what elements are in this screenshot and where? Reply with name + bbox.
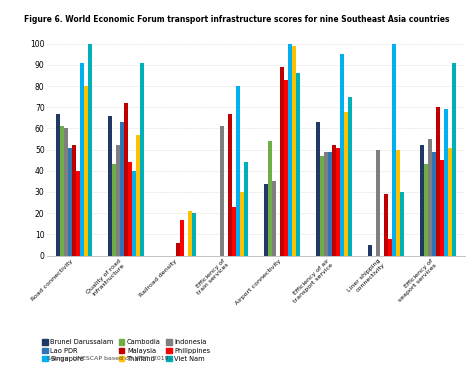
Bar bbox=[336, 147, 340, 256]
Bar bbox=[376, 150, 380, 255]
Bar bbox=[396, 150, 400, 255]
Bar bbox=[245, 162, 248, 256]
Bar bbox=[128, 162, 132, 256]
Bar bbox=[440, 160, 444, 256]
Bar bbox=[176, 243, 180, 256]
Bar bbox=[284, 80, 288, 256]
Bar bbox=[192, 213, 196, 256]
Bar bbox=[324, 152, 328, 256]
Bar bbox=[264, 184, 267, 256]
Bar bbox=[344, 112, 348, 255]
Bar bbox=[392, 44, 396, 256]
Bar bbox=[108, 116, 111, 256]
Legend: Brunei Darussalam, Lao PDR, Singapore, Cambodia, Malaysia, Thailand, Indonesia, : Brunei Darussalam, Lao PDR, Singapore, C… bbox=[42, 339, 210, 362]
Bar bbox=[419, 145, 424, 256]
Bar bbox=[136, 135, 140, 256]
Bar bbox=[88, 44, 92, 256]
Bar bbox=[84, 86, 88, 256]
Bar bbox=[268, 141, 272, 255]
Bar bbox=[320, 156, 324, 255]
Bar bbox=[448, 147, 452, 256]
Bar bbox=[296, 73, 300, 256]
Text: Source: UNESCAP based on WEF (2019).: Source: UNESCAP based on WEF (2019). bbox=[47, 356, 173, 361]
Bar bbox=[132, 171, 136, 256]
Bar bbox=[328, 152, 332, 256]
Bar bbox=[220, 126, 224, 255]
Bar bbox=[348, 97, 352, 256]
Bar bbox=[452, 63, 456, 256]
Bar bbox=[124, 103, 128, 256]
Bar bbox=[332, 145, 336, 256]
Bar bbox=[428, 139, 432, 256]
Bar bbox=[188, 211, 192, 256]
Bar bbox=[76, 171, 80, 256]
Text: Figure 6. World Economic Forum transport infrastructure scores for nine Southeas: Figure 6. World Economic Forum transport… bbox=[24, 15, 450, 24]
Bar bbox=[180, 219, 184, 255]
Bar bbox=[120, 122, 124, 255]
Bar bbox=[232, 207, 236, 256]
Bar bbox=[80, 63, 84, 256]
Bar bbox=[316, 122, 319, 255]
Bar bbox=[116, 145, 120, 256]
Bar bbox=[384, 194, 388, 255]
Bar bbox=[228, 114, 232, 256]
Bar bbox=[292, 46, 296, 256]
Bar bbox=[340, 54, 344, 255]
Bar bbox=[112, 165, 116, 256]
Bar bbox=[60, 126, 64, 255]
Bar bbox=[444, 110, 448, 256]
Bar bbox=[64, 128, 68, 256]
Bar bbox=[388, 239, 392, 255]
Bar bbox=[288, 44, 292, 256]
Bar bbox=[240, 192, 244, 256]
Bar bbox=[272, 181, 276, 256]
Bar bbox=[368, 245, 372, 256]
Bar bbox=[236, 86, 240, 256]
Bar bbox=[68, 147, 72, 256]
Bar bbox=[436, 107, 440, 256]
Bar bbox=[72, 145, 76, 256]
Bar bbox=[55, 114, 60, 256]
Bar bbox=[432, 152, 436, 256]
Bar bbox=[401, 192, 404, 256]
Bar bbox=[140, 63, 144, 256]
Bar bbox=[424, 165, 428, 256]
Bar bbox=[280, 67, 284, 256]
